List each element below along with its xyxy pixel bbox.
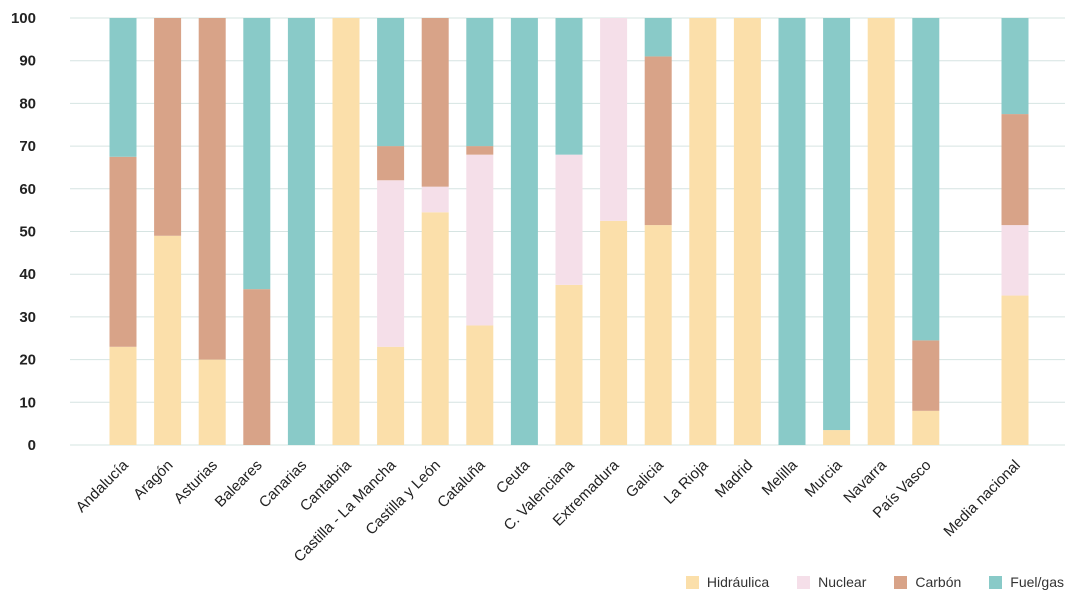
bar-segment [912, 410, 940, 445]
x-tick-label: Melilla [759, 456, 802, 499]
bar-segment [377, 346, 405, 445]
bar-segment [555, 154, 583, 285]
legend-label: Carbón [915, 574, 962, 590]
bar-segment [198, 18, 226, 360]
x-tick-label: Aragón [130, 457, 176, 503]
bar-segment [1001, 225, 1029, 296]
bar-segment [555, 18, 583, 155]
bar-segment [644, 56, 672, 226]
bars [109, 18, 1029, 445]
bar-segment [912, 340, 940, 411]
bar-segment [421, 212, 449, 445]
y-tick-label: 80 [19, 95, 36, 112]
x-tick-label: Ceuta [493, 456, 534, 497]
bar-segment [644, 225, 672, 445]
legend: Hidráulica Nuclear Carbón Fuel/gas [685, 574, 1064, 590]
bar-segment [287, 18, 315, 445]
y-tick-label: 0 [28, 437, 36, 454]
legend-item: Carbón [894, 574, 961, 590]
bar-segment [1001, 295, 1029, 445]
bar-segment [823, 430, 851, 445]
y-tick-label: 90 [19, 53, 36, 70]
legend-item: Nuclear [797, 574, 866, 590]
x-tick-label: Andalucía [73, 456, 133, 516]
bar-segment [510, 18, 538, 445]
bar-segment [243, 18, 271, 290]
y-tick-label: 20 [19, 352, 36, 369]
y-tick-label: 70 [19, 138, 36, 155]
x-tick-label: Baleares [212, 457, 266, 511]
bar-segment [1001, 114, 1029, 226]
y-tick-label: 50 [19, 224, 36, 241]
legend-label: Fuel/gas [1010, 574, 1064, 590]
bar-segment [154, 235, 182, 445]
bar-segment [600, 220, 628, 445]
x-tick-label: Cataluña [434, 456, 489, 511]
legend-label: Nuclear [818, 574, 867, 590]
bar-segment [377, 146, 405, 181]
bar-segment [332, 18, 360, 445]
bar-segment [421, 186, 449, 213]
bar-segment [555, 284, 583, 445]
y-axis-ticks: 0 10 20 30 40 50 60 70 80 90 100 [11, 10, 36, 454]
legend-item: Hidráulica [685, 574, 770, 590]
bar-segment [644, 18, 672, 57]
bar-segment [377, 18, 405, 147]
y-tick-label: 40 [19, 266, 36, 283]
legend-item: Fuel/gas [989, 574, 1064, 590]
bar-segment [421, 18, 449, 187]
legend-swatch [989, 575, 1003, 589]
bar-segment [466, 325, 494, 445]
bar-segment [600, 18, 628, 221]
bar-segment [689, 18, 717, 445]
x-tick-label: La Rioja [661, 456, 712, 507]
y-tick-label: 10 [19, 394, 36, 411]
y-tick-label: 60 [19, 181, 36, 198]
bar-segment [912, 18, 940, 341]
x-tick-label: Media nacional [940, 457, 1023, 540]
bar-segment [823, 18, 851, 431]
x-tick-label: Madrid [712, 457, 756, 501]
bar-segment [198, 359, 226, 445]
bar-segment [109, 18, 137, 157]
bar-segment [733, 18, 761, 445]
legend-swatch [797, 575, 811, 589]
bar-segment [154, 18, 182, 236]
bar-segment [466, 146, 494, 155]
legend-label: Hidráulica [706, 574, 770, 590]
y-tick-label: 30 [19, 309, 36, 326]
x-tick-label: Murcia [802, 456, 846, 500]
bar-segment [109, 156, 137, 347]
bar-segment [109, 346, 137, 445]
bar-segment [377, 180, 405, 347]
bar-segment [243, 289, 271, 445]
legend-swatch [685, 575, 699, 589]
bar-segment [466, 154, 494, 326]
bar-segment [466, 18, 494, 147]
bar-segment [1001, 18, 1029, 115]
y-tick-label: 100 [11, 10, 36, 27]
legend-swatch [894, 575, 908, 589]
bar-segment [867, 18, 895, 445]
bar-segment [778, 18, 806, 445]
x-axis-ticks: AndalucíaAragónAsturiasBalearesCanariasC… [73, 456, 1024, 565]
